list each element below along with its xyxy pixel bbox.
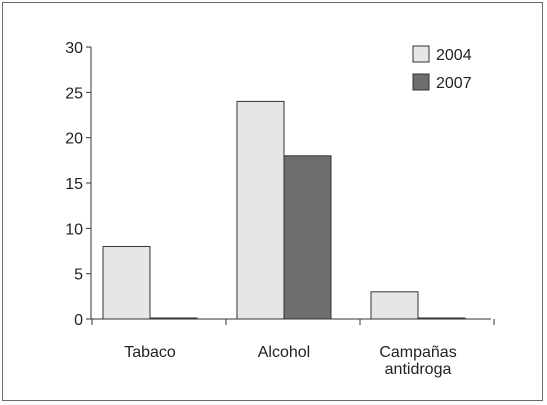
bar-2007-3 <box>417 317 466 320</box>
legend-swatch-2004 <box>412 45 430 63</box>
y-tick-label: 15 <box>65 176 83 193</box>
category-label: Alcohol <box>258 344 310 361</box>
category-label-line: antidroga <box>385 361 452 378</box>
category-label-line: Campañas <box>379 344 456 361</box>
y-tick-label: 5 <box>74 267 83 284</box>
bar-2004-1 <box>102 245 151 320</box>
category-label-line: Tabaco <box>124 344 176 361</box>
bar-2004-2 <box>236 100 285 320</box>
bars <box>102 100 466 320</box>
category-labels: Tabaco Alcohol Campañas antidroga <box>124 344 456 378</box>
bar-2007-2 <box>283 155 332 320</box>
category-label-line: Alcohol <box>258 344 310 361</box>
category-label: Tabaco <box>124 344 176 361</box>
category-label: Campañas antidroga <box>379 344 456 378</box>
bar-2007-1 <box>149 317 198 320</box>
y-tick-label: 20 <box>65 131 83 148</box>
legend-swatch-2007 <box>412 73 430 91</box>
chart-frame: 0 5 10 15 20 25 30 Tabaco Alcohol Campañas antidr… <box>2 2 543 401</box>
legend-label-2007: 2007 <box>436 75 472 92</box>
y-tick-label: 30 <box>65 40 83 57</box>
bar-2004-3 <box>370 291 419 320</box>
y-tick-label: 25 <box>65 85 83 102</box>
y-tick-label: 10 <box>65 221 83 238</box>
legend: 2004 2007 <box>412 45 472 92</box>
legend-label-2004: 2004 <box>436 47 472 64</box>
y-tick-label: 0 <box>74 312 83 329</box>
bar-chart: 0 5 10 15 20 25 30 Tabaco Alcohol Campañas antidr… <box>65 40 495 378</box>
